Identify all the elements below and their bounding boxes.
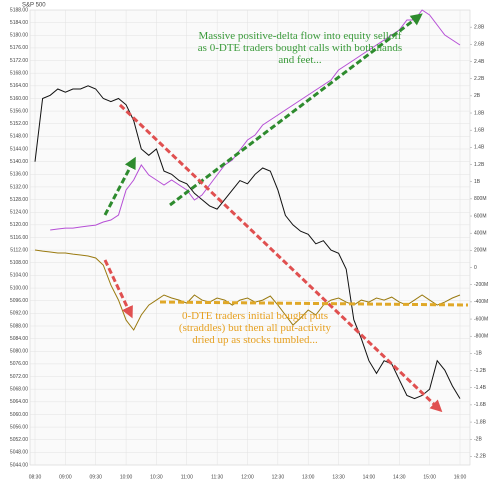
x-tick-label: 10:00 <box>120 474 133 480</box>
annotation: 0-DTE traders initial bought puts (strad… <box>178 310 332 346</box>
y-tick-label: 5080.00 <box>10 349 28 355</box>
y-tick-label: 5100.00 <box>10 285 28 291</box>
x-tick-label: 09:00 <box>59 474 72 480</box>
y-tick-label: 5096.00 <box>10 298 28 304</box>
y-tick-label: -1.4B <box>474 385 487 391</box>
x-tick-label: 14:00 <box>363 474 376 480</box>
y-tick-label: 5180.00 <box>10 33 28 39</box>
y-tick-label: 800M <box>474 196 487 202</box>
y-tick-label: 1.2B <box>474 162 485 168</box>
x-tick-label: 08:30 <box>29 474 42 480</box>
y-tick-label: 5120.00 <box>10 222 28 228</box>
y-tick-label: 5124.00 <box>10 210 28 216</box>
y-tick-label: 1.6B <box>474 128 485 134</box>
x-tick-label: 13:30 <box>332 474 345 480</box>
x-tick-label: 11:30 <box>211 474 223 480</box>
y-tick-label: 5068.00 <box>10 386 28 392</box>
y-tick-label: 0 <box>474 265 477 271</box>
y-tick-label: -800M <box>474 334 488 340</box>
y-tick-label: 5044.00 <box>10 462 28 468</box>
x-tick-label: 09:30 <box>89 474 102 480</box>
y-tick-label: 2.6B <box>474 42 485 48</box>
y-tick-label: 1.4B <box>474 145 485 151</box>
y-tick-label: 5076.00 <box>10 361 28 367</box>
y-tick-label: -1.6B <box>474 402 487 408</box>
series-line <box>34 249 461 331</box>
y-tick-label: 5060.00 <box>10 412 28 418</box>
x-tick-label: 13:00 <box>302 474 315 480</box>
y-tick-label: 5160.00 <box>10 96 28 102</box>
y-tick-label: 5052.00 <box>10 437 28 443</box>
y-tick-label: 2.8B <box>474 24 485 30</box>
y-tick-label: 5184.00 <box>10 20 28 26</box>
arrow <box>103 156 136 216</box>
y-tick-label: 5112.00 <box>10 247 28 253</box>
arrow <box>118 103 443 413</box>
y-tick-label: 5092.00 <box>10 311 28 317</box>
x-tick-label: 14:30 <box>393 474 406 480</box>
y-tick-label: 5148.00 <box>10 134 28 140</box>
legend-title: S&P 500 <box>22 3 46 9</box>
y-tick-label: 5168.00 <box>10 71 28 77</box>
y-tick-label: 200M <box>474 248 487 254</box>
x-tick-label: 12:00 <box>241 474 254 480</box>
x-tick-label: 12:30 <box>272 474 285 480</box>
y-tick-label: 2.2B <box>474 76 485 82</box>
x-tick-label: 16:00 <box>454 474 467 480</box>
annotation-arrows <box>103 13 469 413</box>
y-tick-label: 5064.00 <box>10 399 28 405</box>
y-tick-label: 2B <box>474 93 481 99</box>
y-tick-label: -1.2B <box>474 368 487 374</box>
series-line <box>50 9 461 231</box>
y-tick-label: -600M <box>474 316 488 322</box>
y-tick-label: 5164.00 <box>10 83 28 89</box>
y-tick-label: -400M <box>474 299 488 305</box>
y-tick-label: 5104.00 <box>10 273 28 279</box>
y-tick-label: 5108.00 <box>10 260 28 266</box>
y-tick-label: 5072.00 <box>10 374 28 380</box>
y-tick-label: 5056.00 <box>10 424 28 430</box>
y-tick-label: 400M <box>474 231 487 237</box>
y-tick-label: 5136.00 <box>10 172 28 178</box>
y-tick-label: 5088.00 <box>10 323 28 329</box>
y-tick-label: 1B <box>474 179 481 185</box>
y-tick-label: 5048.00 <box>10 450 28 456</box>
y-tick-label: 2.4B <box>474 59 485 65</box>
y-tick-label: 5140.00 <box>10 159 28 165</box>
y-tick-label: 5172.00 <box>10 58 28 64</box>
y-tick-label: 5152.00 <box>10 121 28 127</box>
y-tick-label: 5144.00 <box>10 146 28 152</box>
y-tick-label: 1.8B <box>474 110 485 116</box>
x-tick-label: 11:00 <box>181 474 193 480</box>
y-tick-label: 5156.00 <box>10 108 28 114</box>
x-tick-label: 15:00 <box>423 474 436 480</box>
y-tick-label: 5132.00 <box>10 184 28 190</box>
y-tick-label: 5116.00 <box>10 235 28 241</box>
x-tick-label: 10:30 <box>150 474 163 480</box>
y-tick-label: 5188.00 <box>10 7 28 13</box>
y-tick-label: 5176.00 <box>10 45 28 51</box>
arrow <box>103 259 133 319</box>
y-tick-label: 5084.00 <box>10 336 28 342</box>
y-tick-label: 600M <box>474 213 487 219</box>
annotation: Massive positive-delta flow into equity … <box>197 30 403 66</box>
y-tick-label: -1.8B <box>474 419 487 425</box>
y-tick-label: -200M <box>474 282 488 288</box>
y-tick-label: 5128.00 <box>10 197 28 203</box>
y-tick-label: -2B <box>474 437 482 443</box>
dashed-level <box>159 300 469 307</box>
y-tick-label: -2.2B <box>474 454 487 460</box>
y-tick-label: -1B <box>474 351 482 357</box>
arrow <box>169 13 423 207</box>
